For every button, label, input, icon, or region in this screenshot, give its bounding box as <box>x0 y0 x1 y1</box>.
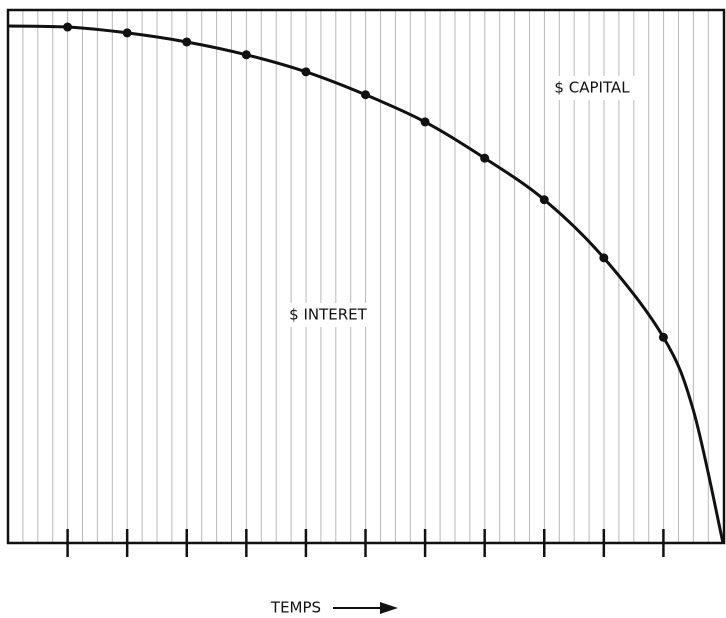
point <box>539 195 549 205</box>
point <box>182 37 192 47</box>
point <box>63 22 73 32</box>
x-axis-label: TEMPS <box>270 599 321 617</box>
point <box>361 90 370 100</box>
arrow-head <box>380 602 398 614</box>
label-bg <box>278 303 378 327</box>
annotation: $ INTERET <box>289 306 367 324</box>
hatching <box>22 10 709 543</box>
point <box>658 332 668 342</box>
point <box>241 50 251 60</box>
label-bg <box>546 76 638 100</box>
point <box>122 28 132 38</box>
point <box>480 153 490 163</box>
point <box>599 253 609 263</box>
point <box>420 117 430 127</box>
annotation: $ CAPITAL <box>554 79 630 97</box>
point <box>301 67 311 77</box>
